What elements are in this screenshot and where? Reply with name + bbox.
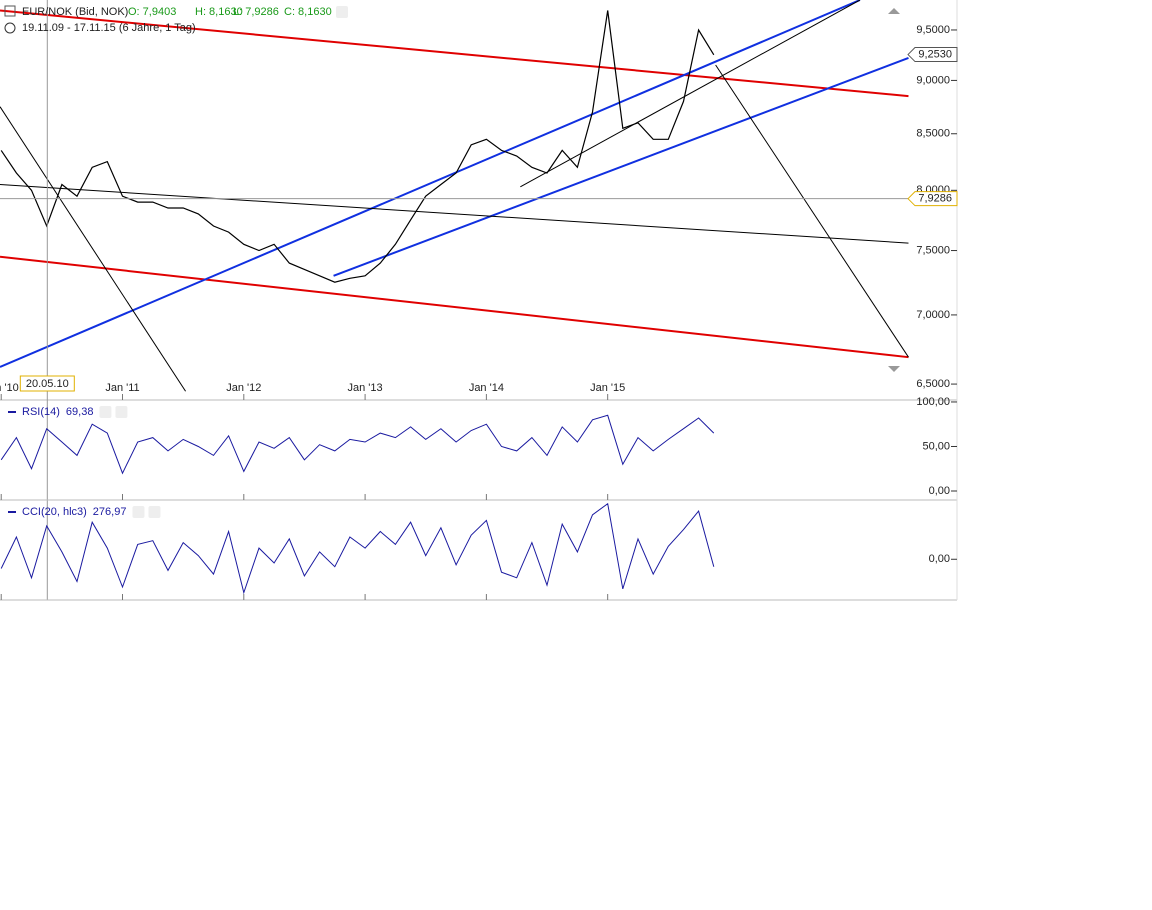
indicator-value: 276,97 [93, 506, 127, 518]
settings-button[interactable] [99, 406, 112, 418]
y-tick-label: 0,00 [929, 553, 950, 565]
price-tag-label: 7,9286 [918, 193, 952, 205]
trend-line [0, 0, 861, 368]
crosshair-label: 20.05.10 [26, 378, 69, 390]
close: C: 8,1630 [284, 6, 332, 18]
x-tick-label: Jan '14 [469, 382, 504, 394]
x-tick-label: Jan '13 [348, 382, 383, 394]
settings-button[interactable] [132, 506, 145, 518]
y-tick-label: 7,5000 [916, 244, 950, 256]
y-tick-label: 7,0000 [916, 309, 950, 321]
y-tick-label: 0,00 [929, 485, 950, 497]
indicator-line [0, 502, 715, 595]
price-tag [907, 47, 958, 63]
range: 19.11.09 - 17.11.15 (6 Jahre, 1 Tag) [22, 22, 196, 34]
y-tick-label: 100,00 [916, 396, 950, 408]
price-tag [907, 191, 958, 207]
trend-line [520, 0, 861, 188]
y-tick-label: 8,5000 [916, 128, 950, 140]
price-line [0, 10, 715, 283]
trend-line [0, 184, 909, 244]
trend-line [715, 64, 909, 358]
y-tick-label: 9,0000 [916, 74, 950, 86]
indicator-name: CCI(20, hlc3) [22, 506, 87, 518]
trend-line [0, 9, 909, 98]
x-tick-label: Jan '12 [226, 382, 261, 394]
scroll-down[interactable] [888, 366, 900, 372]
x-tick-label: Jan '15 [590, 382, 625, 394]
open: O: 7,9403 [128, 6, 176, 18]
close-button[interactable] [148, 506, 161, 518]
scroll-up[interactable] [888, 8, 900, 14]
plot-area [0, 0, 909, 392]
indicator-value: 69,38 [66, 406, 94, 418]
y-tick-label: 50,00 [922, 440, 950, 452]
low: L: 7,9286 [233, 6, 279, 18]
close-button[interactable] [115, 406, 128, 418]
layer: 6,50007,00007,50008,00008,50009,00009,50… [0, 0, 958, 601]
settings-button[interactable] [336, 6, 348, 18]
plot-area [0, 502, 715, 595]
indicator-name: RSI(14) [22, 406, 60, 418]
price-tag-label: 9,2530 [918, 48, 952, 60]
header: EUR/NOK (Bid, NOK) O: 7,9403 H: 8,1630 L… [4, 5, 900, 372]
high: H: 8,1630 [195, 6, 243, 18]
crosshair-label-box [19, 375, 75, 392]
x-tick-label: Jan '11 [105, 382, 139, 394]
plot-area [0, 414, 715, 475]
symbol: EUR/NOK (Bid, NOK) [22, 6, 128, 18]
indicator-line [0, 414, 715, 475]
x-tick-label: Jan '10 [0, 382, 19, 394]
y-tick-label: 9,5000 [916, 24, 950, 36]
clock-icon [4, 22, 16, 34]
trend-line [0, 106, 186, 392]
trend-line [333, 56, 909, 277]
y-tick-label: 6,5000 [916, 378, 950, 390]
chart-icon [4, 5, 16, 17]
trend-line [0, 255, 909, 359]
